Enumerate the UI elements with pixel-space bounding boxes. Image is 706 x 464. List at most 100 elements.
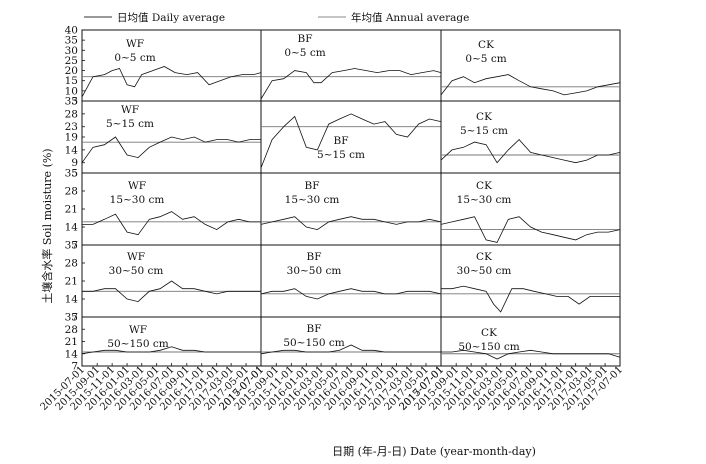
panel-wf-1: WF 0~5 cm	[81, 29, 262, 102]
panel-ck-5: CK 50~150 cm	[440, 316, 621, 367]
y-tick-label: 35	[65, 240, 78, 252]
panel-treatment-label: BF	[306, 323, 321, 335]
y-tick-label: 40	[65, 25, 78, 37]
y-tick-label: 23	[65, 121, 78, 133]
panel-treatment-label: BF	[306, 251, 321, 263]
y-tick-label: 7	[71, 361, 78, 373]
y-axis-title: 土壤含水率 Soil moisture (%)	[40, 148, 54, 303]
panel-treatment-label: WF	[126, 38, 144, 50]
panel-depth-label: 15~30 cm	[285, 194, 340, 206]
panel-frame	[440, 244, 621, 318]
panel-depth-label: 15~30 cm	[457, 194, 512, 206]
panel-treatment-label: CK	[478, 39, 494, 51]
y-tick-label: 35	[65, 168, 78, 180]
panel-wf-2: WF 5~15 cm	[81, 100, 262, 174]
daily-average-line	[441, 285, 620, 313]
daily-average-line	[82, 280, 261, 303]
y-tick-label: 14	[65, 348, 79, 360]
y-tick-label: 28	[65, 258, 78, 270]
panel-depth-label: 0~5 cm	[114, 52, 155, 64]
panel-depth-label: 5~15 cm	[317, 149, 365, 161]
panel-treatment-label: CK	[476, 111, 492, 123]
x-axis-ticks: 2015-07-012015-09-012015-11-012016-01-01…	[39, 363, 625, 413]
daily-average-line	[441, 349, 621, 360]
panel-wf-3: WF 15~30 cm	[81, 172, 262, 246]
y-tick-label: 28	[65, 324, 78, 336]
daily-average-line	[82, 211, 261, 236]
daily-average-line	[440, 74, 621, 96]
panel-bf-2: BF 5~15 cm	[260, 100, 442, 174]
panel-treatment-label: BF	[333, 135, 348, 147]
y-tick-label: 15	[65, 75, 78, 87]
y-tick-label: 14	[65, 294, 79, 306]
y-tick-label: 33	[65, 96, 78, 108]
daily-average-line	[81, 66, 262, 98]
panel-depth-label: 50~150 cm	[283, 337, 344, 349]
y-tick-label: 14	[65, 144, 79, 156]
panel-treatment-label: BF	[297, 33, 312, 45]
y-tick-label: 19	[65, 132, 78, 144]
panel-frame	[260, 29, 442, 102]
y-tick-label: 35	[65, 35, 78, 47]
y-tick-label: 21	[65, 204, 78, 216]
panel-wf-5: WF 50~150 cm	[81, 316, 262, 367]
panel-frame	[440, 29, 621, 102]
y-tick-label: 9	[71, 157, 78, 169]
legend-daily-label: 日均值 Daily average	[117, 11, 225, 24]
y-tick-label: 7	[71, 240, 78, 252]
panel-depth-label: 30~50 cm	[109, 265, 164, 277]
y-tick-label: 35	[65, 312, 78, 324]
panel-bf-4: BF 30~50 cm	[260, 244, 442, 318]
panel-frame	[440, 172, 621, 246]
daily-average-line	[260, 113, 442, 169]
panel-frame	[260, 100, 442, 174]
y-tick-label: 28	[65, 186, 78, 198]
panel-treatment-label: WF	[121, 104, 139, 116]
panel-bf-1: BF 0~5 cm	[260, 29, 442, 102]
panel-depth-label: 50~150 cm	[107, 338, 168, 350]
panel-depth-label: 5~15 cm	[106, 118, 154, 130]
panel-bf-5: BF 50~150 cm	[260, 316, 442, 367]
panel-ck-1: CK 0~5 cm	[440, 29, 621, 102]
daily-average-line	[440, 216, 621, 243]
y-tick-label: 25	[65, 55, 78, 67]
panel-treatment-label: CK	[476, 251, 492, 263]
panel-ck-4: CK 30~50 cm	[440, 244, 621, 318]
y-tick-label: 10	[65, 85, 78, 97]
panel-ck-2: CK 5~15 cm	[440, 100, 621, 174]
daily-average-line	[260, 344, 441, 355]
panel-depth-label: 5~15 cm	[460, 125, 508, 137]
panel-frame	[260, 172, 442, 246]
daily-average-line	[260, 68, 442, 100]
panel-depth-label: 0~5 cm	[465, 53, 506, 65]
y-tick-label: 21	[65, 336, 78, 348]
y-tick-label: 14	[65, 222, 79, 234]
daily-average-line	[81, 346, 261, 355]
panel-treatment-label: CK	[481, 327, 497, 339]
panel-treatment-label: WF	[128, 180, 146, 192]
panel-depth-label: 30~50 cm	[457, 265, 512, 277]
panel-frame	[440, 100, 621, 174]
panel-depth-label: 30~50 cm	[287, 265, 342, 277]
y-tick-label: 28	[65, 108, 78, 120]
daily-average-line	[81, 136, 261, 163]
daily-average-line	[260, 288, 442, 300]
panel-treatment-label: WF	[127, 251, 145, 263]
panel-treatment-label: BF	[304, 180, 319, 192]
panel-depth-label: 0~5 cm	[284, 47, 325, 59]
panel-treatment-label: WF	[129, 324, 147, 336]
y-tick-label: 30	[65, 45, 78, 57]
legend-annual-label: 年均值 Annual average	[351, 11, 469, 24]
y-tick-label: 5	[71, 168, 78, 180]
daily-average-line	[440, 139, 621, 164]
panel-frame	[81, 172, 262, 246]
x-axis-title: 日期 (年-月-日) Date (year-month-day)	[332, 444, 536, 458]
daily-average-line	[260, 216, 442, 231]
panel-frame	[260, 244, 442, 318]
panel-treatment-label: CK	[476, 180, 492, 192]
legend: 日均值 Daily average 年均值 Annual average	[84, 11, 469, 24]
y-tick-label: 21	[65, 276, 78, 288]
panel-bf-3: BF 15~30 cm	[260, 172, 442, 246]
